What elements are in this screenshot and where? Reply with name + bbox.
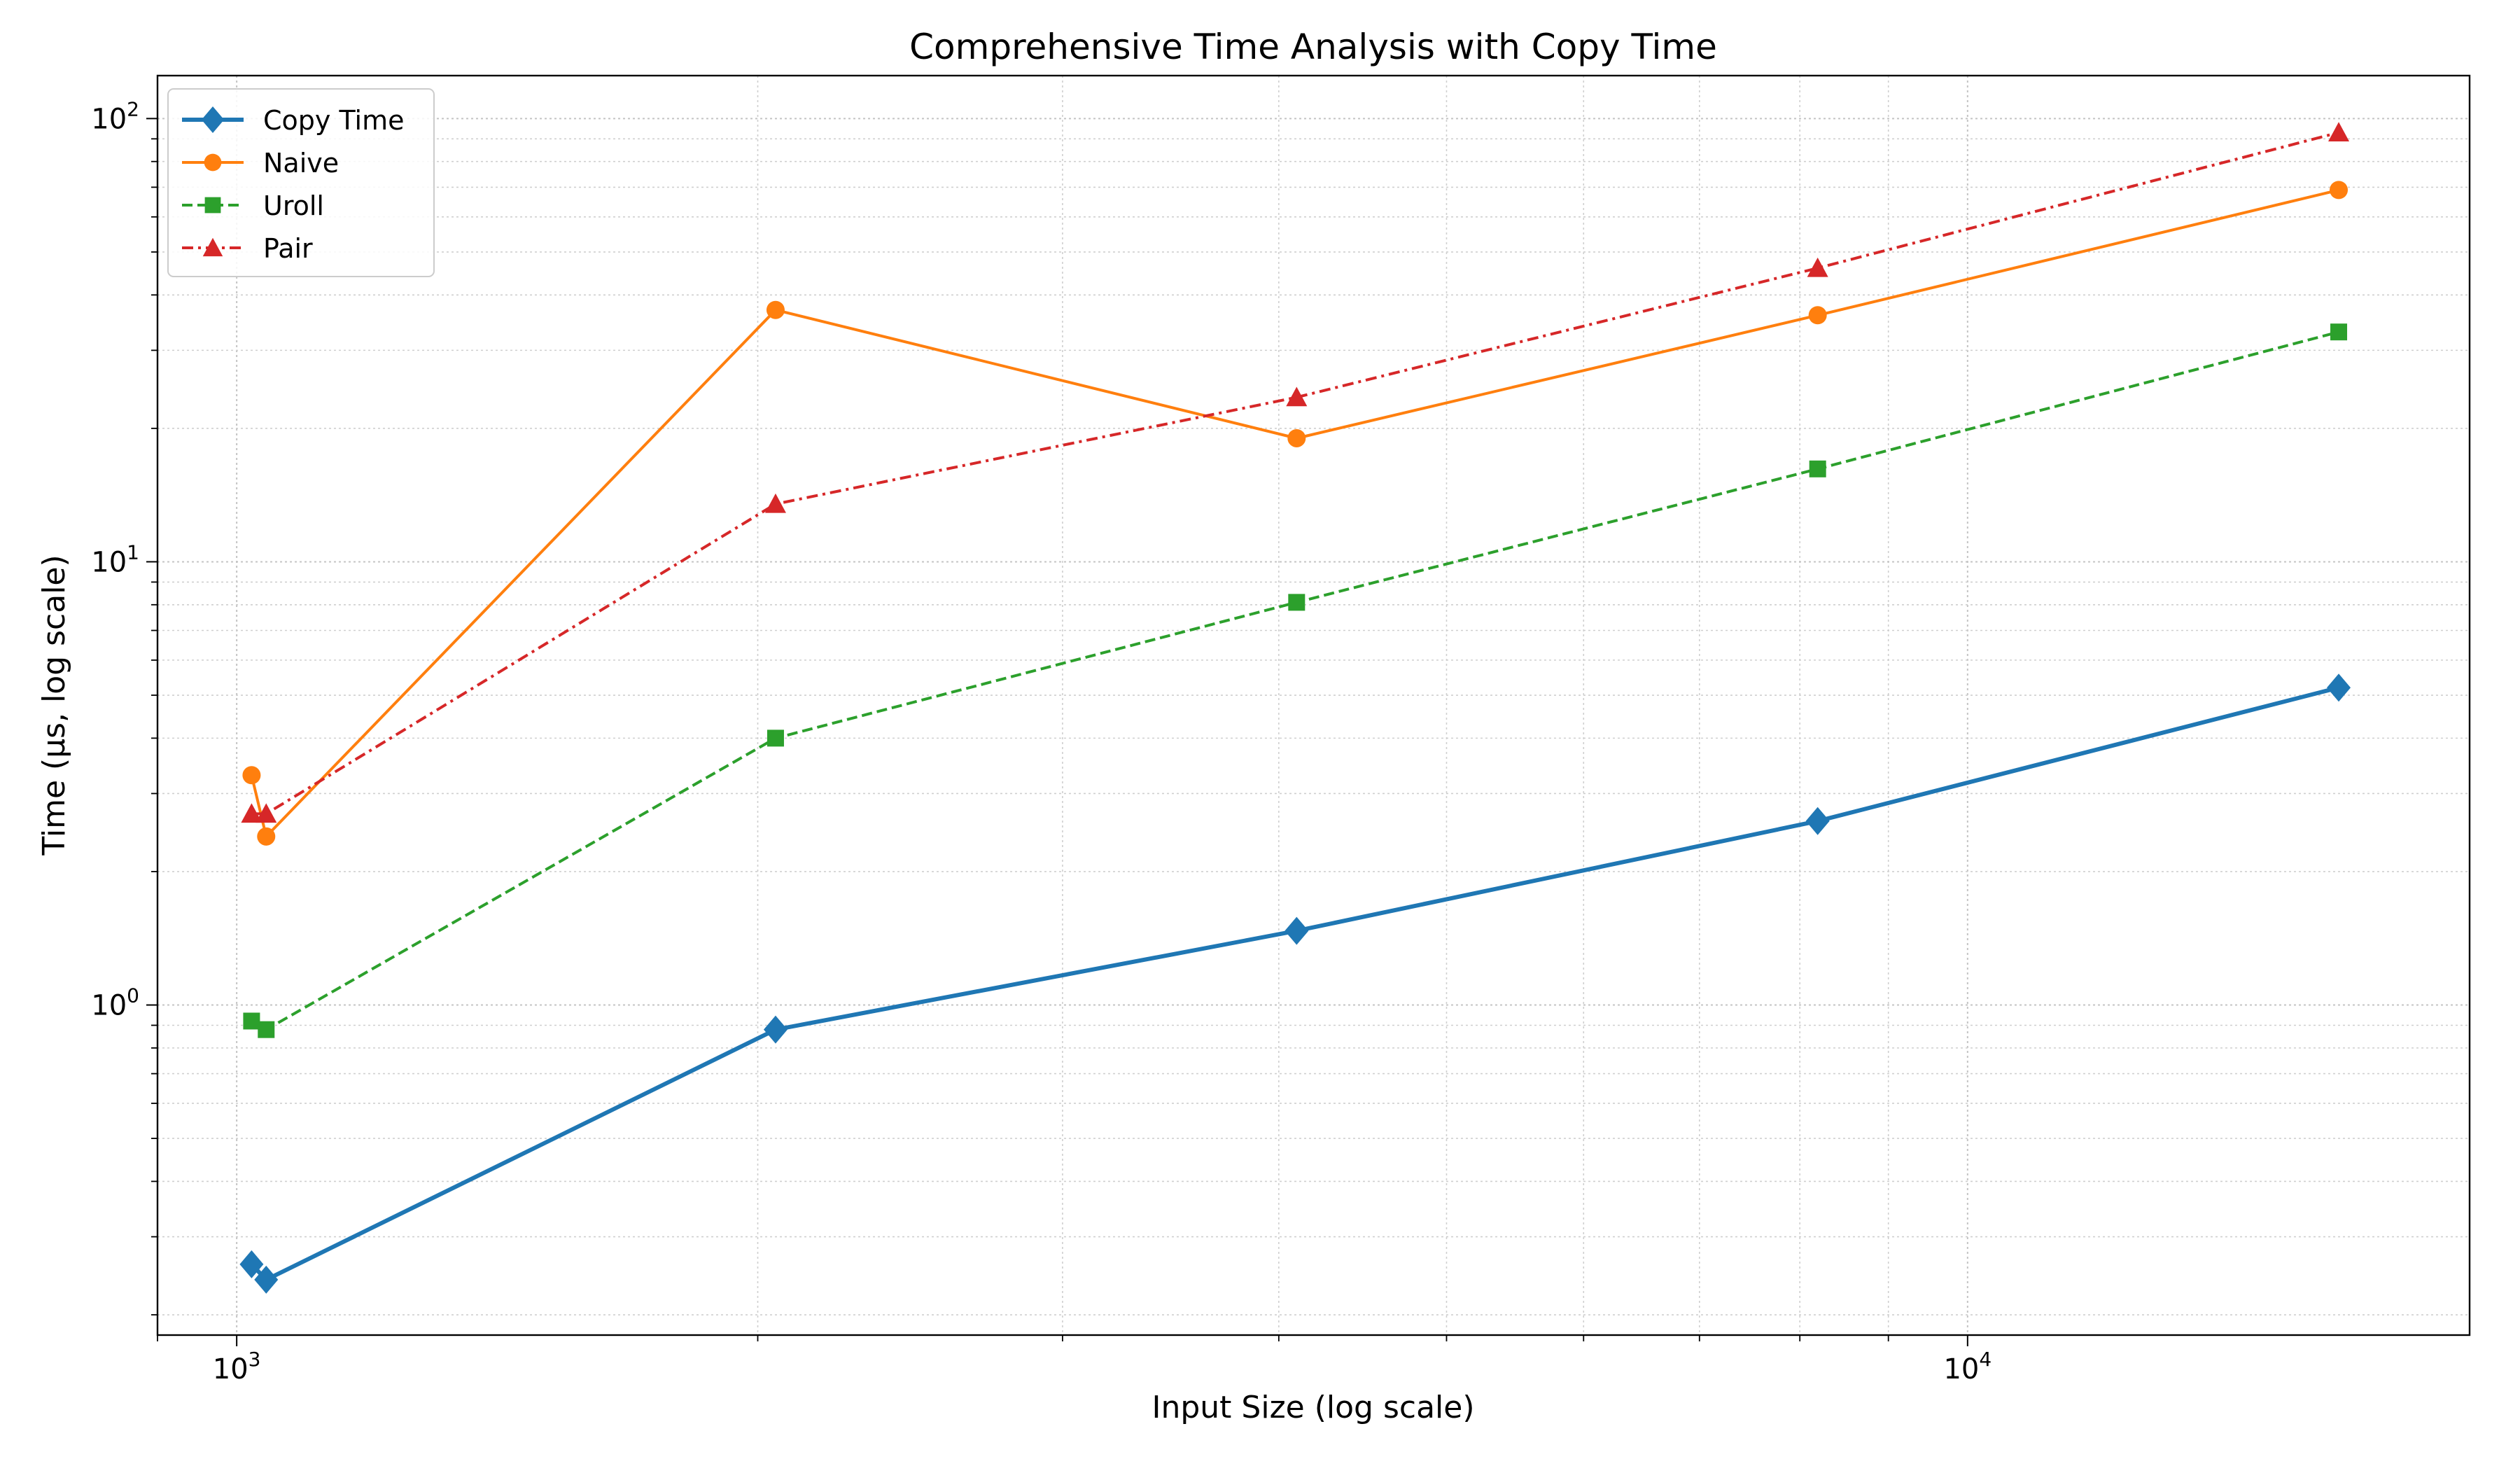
plot-frame (156, 74, 2471, 1336)
legend-swatch-marker (201, 106, 225, 133)
data-point-naive (2330, 181, 2348, 200)
legend-item-copy-time: Copy Time (182, 105, 404, 136)
data-point-uroll (258, 1021, 275, 1038)
data-point-uroll (1809, 460, 1826, 477)
legend-item-naive: Naive (182, 148, 339, 179)
series-naive (242, 181, 2348, 846)
x-axis-label: Input Size (log scale) (1152, 1390, 1475, 1425)
data-point-uroll (243, 1012, 260, 1030)
y-tick-label-exponent: 0 (127, 984, 139, 1007)
y-tick-label-exponent: 1 (127, 540, 139, 564)
legend-label: Uroll (263, 190, 324, 221)
y-tick-label-base: 10 (91, 546, 127, 578)
legend-swatch-marker (202, 237, 223, 257)
data-point-naive (766, 300, 785, 319)
x-tick-label: 104 (1943, 1348, 1991, 1385)
data-point-pair (764, 493, 786, 513)
y-tick-label-exponent: 2 (127, 97, 139, 120)
data-point-uroll (2330, 323, 2348, 341)
series-copy-time (239, 673, 2351, 1294)
x-tick-label: 103 (213, 1348, 261, 1385)
data-point-naive (1287, 428, 1306, 447)
y-tick-label: 102 (91, 97, 139, 135)
grid-lines (157, 76, 2470, 1335)
data-point-naive (242, 766, 261, 785)
x-tick-label-exponent: 3 (248, 1348, 261, 1371)
data-point-pair (1286, 386, 1308, 407)
y-tick-label-base: 10 (91, 990, 127, 1022)
data-point-naive (1808, 306, 1827, 325)
legend-item-pair: Pair (182, 233, 313, 264)
chart-title: Comprehensive Time Analysis with Copy Ti… (909, 27, 1717, 67)
data-point-copy-time (763, 1015, 788, 1044)
axis-ticks (146, 118, 1968, 1346)
series-uroll (243, 323, 2348, 1038)
legend-item-uroll: Uroll (182, 190, 324, 221)
y-tick-label: 101 (91, 540, 139, 578)
data-point-pair (241, 803, 262, 823)
data-point-copy-time (2327, 673, 2351, 702)
series-line-naive (250, 188, 2339, 838)
legend-box (167, 88, 435, 277)
y-tick-label-base: 10 (91, 103, 127, 135)
x-tick-label-exponent: 4 (1979, 1348, 1991, 1371)
data-point-pair (2328, 122, 2350, 142)
series-pair (241, 122, 2350, 823)
legend: Copy Time Naive Uroll Pair (167, 88, 435, 277)
data-point-pair (1807, 257, 1828, 277)
data-point-copy-time (1284, 916, 1309, 945)
x-tick-label-base: 10 (213, 1353, 248, 1385)
data-point-copy-time (254, 1265, 279, 1294)
x-tick-label-base: 10 (1943, 1353, 1979, 1385)
data-point-uroll (1288, 594, 1306, 611)
data-point-uroll (766, 729, 784, 747)
data-point-copy-time (239, 1250, 264, 1278)
legend-label: Copy Time (263, 105, 404, 136)
legend-swatch-marker (204, 197, 221, 214)
legend-label: Naive (263, 148, 339, 179)
series-line-pair (251, 131, 2339, 816)
series-layer (239, 122, 2351, 1294)
y-axis-label: Time (µs, log scale) (36, 554, 72, 856)
legend-label: Pair (263, 233, 313, 264)
legend-swatch-marker (204, 153, 222, 172)
data-point-copy-time (1805, 807, 1830, 835)
y-tick-label: 100 (91, 984, 139, 1022)
data-point-naive (257, 827, 276, 846)
data-point-pair (255, 803, 277, 823)
